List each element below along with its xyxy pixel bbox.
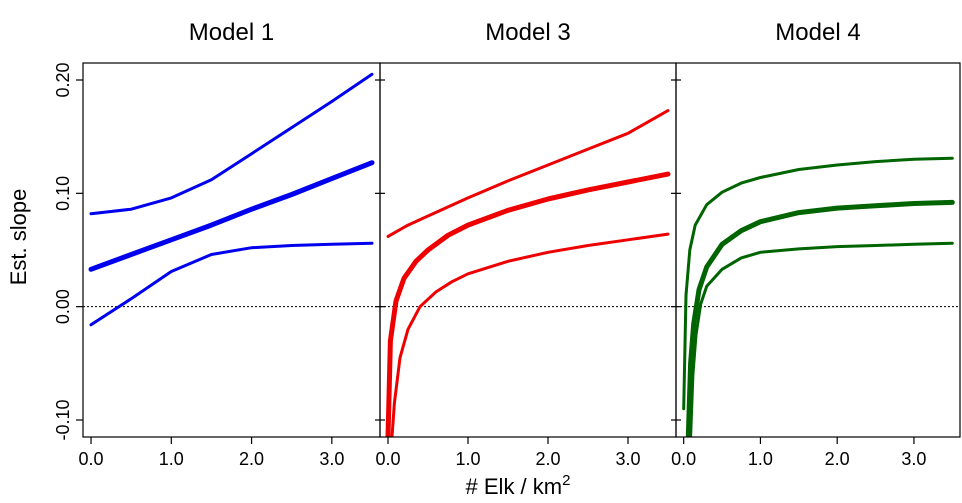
x-tick-label: 1.0 xyxy=(455,449,480,469)
y-tick-label: -0.10 xyxy=(53,399,73,440)
panel-frame xyxy=(675,62,961,438)
series-group xyxy=(682,156,955,437)
x-axis-title: # Elk / km2 xyxy=(466,472,571,499)
panel-2: Model 3 0.0 1.0 2.0 3.0 xyxy=(375,19,677,469)
panel-title: Model 1 xyxy=(189,19,274,46)
panel-3: Model 4 0.0 1.0 2.0 3.0 xyxy=(671,19,961,469)
series-line-lower xyxy=(390,232,670,437)
x-tick-label: 1.0 xyxy=(748,449,773,469)
x-tick-label: 0.0 xyxy=(79,449,104,469)
x-tick-label: 3.0 xyxy=(901,449,926,469)
y-tick-label: 0.00 xyxy=(53,289,73,324)
x-tick-label: 2.0 xyxy=(535,449,560,469)
x-tick-label: 3.0 xyxy=(319,449,344,469)
y-axis-title: Est. slope xyxy=(6,189,31,286)
series-line-upper xyxy=(386,109,670,238)
x-axis-title-superscript: 2 xyxy=(562,472,570,489)
x-tick-label: 3.0 xyxy=(615,449,640,469)
panel-title: Model 3 xyxy=(485,19,570,46)
y-tick-label: 0.10 xyxy=(53,176,73,211)
series-group xyxy=(88,72,375,327)
series-line-estimate xyxy=(385,171,671,437)
series-line-estimate xyxy=(685,199,955,437)
series-line-estimate xyxy=(88,160,375,272)
panel-1: Model 1 0.0 1.0 2.0 3.0 -0.10 0.00 0.10 0.20 xyxy=(53,19,381,469)
panel-title: Model 4 xyxy=(775,19,860,46)
series-line-lower xyxy=(89,241,374,327)
x-tick-label: 1.0 xyxy=(159,449,184,469)
x-axis-title-main: # Elk / km xyxy=(466,474,563,499)
series-line-upper xyxy=(89,72,374,216)
series-group xyxy=(385,109,671,437)
x-tick-label: 0.0 xyxy=(375,449,400,469)
x-tick-label: 0.0 xyxy=(671,449,696,469)
series-line-lower xyxy=(689,241,954,437)
x-tick-label: 2.0 xyxy=(239,449,264,469)
panels-group: Model 10.0 1.0 2.0 3.0-0.100.000.100.20Mode… xyxy=(53,19,961,469)
x-tick-label: 2.0 xyxy=(825,449,850,469)
series-line-upper xyxy=(682,156,954,411)
y-tick-label: 0.20 xyxy=(53,62,73,97)
